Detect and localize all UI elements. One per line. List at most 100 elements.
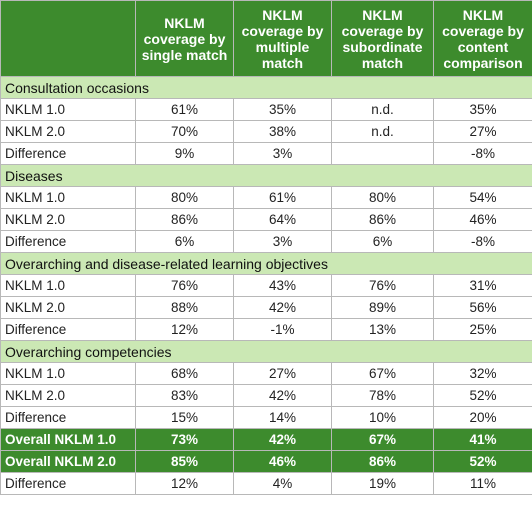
cell-subordinate-match: 86% <box>331 208 434 231</box>
final-difference-row: Difference 12% 4% 19% 11% <box>0 472 532 495</box>
table-row: NKLM 1.0 76% 43% 76% 31% <box>0 274 532 297</box>
cell-subordinate-match: 10% <box>331 406 434 429</box>
section-row-overarching-competencies: Overarching competencies <box>0 340 532 363</box>
cell-content-comparison: 35% <box>433 98 532 121</box>
cell-single-match: 76% <box>135 274 234 297</box>
cell-multiple-match: 3% <box>233 142 332 165</box>
row-label: NKLM 2.0 <box>0 120 136 143</box>
cell-subordinate-match: 76% <box>331 274 434 297</box>
cell-subordinate-match: 67% <box>331 428 434 451</box>
cell-content-comparison: -8% <box>433 230 532 253</box>
overall-row-nklm-2: Overall NKLM 2.0 85% 46% 86% 52% <box>0 450 532 473</box>
cell-multiple-match: -1% <box>233 318 332 341</box>
cell-subordinate-match: 89% <box>331 296 434 319</box>
row-label: NKLM 2.0 <box>0 384 136 407</box>
cell-subordinate-match: 6% <box>331 230 434 253</box>
cell-multiple-match: 14% <box>233 406 332 429</box>
table-row: NKLM 1.0 80% 61% 80% 54% <box>0 186 532 209</box>
cell-single-match: 6% <box>135 230 234 253</box>
row-label: Difference <box>0 472 136 495</box>
cell-subordinate-match: 86% <box>331 450 434 473</box>
cell-single-match: 15% <box>135 406 234 429</box>
table-row: NKLM 1.0 68% 27% 67% 32% <box>0 362 532 385</box>
cell-single-match: 88% <box>135 296 234 319</box>
cell-single-match: 68% <box>135 362 234 385</box>
table-row: NKLM 2.0 86% 64% 86% 46% <box>0 208 532 231</box>
row-label: Overall NKLM 1.0 <box>0 428 136 451</box>
header-single-match: NKLM coverage by single match <box>135 0 234 77</box>
table-header: NKLM coverage by single match NKLM cover… <box>0 0 532 77</box>
cell-single-match: 86% <box>135 208 234 231</box>
section-row-learning-objectives: Overarching and disease-related learning… <box>0 252 532 275</box>
cell-multiple-match: 61% <box>233 186 332 209</box>
cell-single-match: 9% <box>135 142 234 165</box>
cell-content-comparison: -8% <box>433 142 532 165</box>
cell-single-match: 12% <box>135 472 234 495</box>
cell-multiple-match: 42% <box>233 384 332 407</box>
cell-single-match: 85% <box>135 450 234 473</box>
cell-multiple-match: 42% <box>233 428 332 451</box>
section-title: Overarching and disease-related learning… <box>0 252 532 275</box>
cell-subordinate-match: n.d. <box>331 120 434 143</box>
cell-single-match: 61% <box>135 98 234 121</box>
row-label: NKLM 1.0 <box>0 362 136 385</box>
cell-multiple-match: 38% <box>233 120 332 143</box>
cell-subordinate-match: n.d. <box>331 98 434 121</box>
cell-single-match: 70% <box>135 120 234 143</box>
row-label: NKLM 1.0 <box>0 274 136 297</box>
header-cell-empty <box>0 0 136 77</box>
overall-row-nklm-1: Overall NKLM 1.0 73% 42% 67% 41% <box>0 428 532 451</box>
cell-multiple-match: 35% <box>233 98 332 121</box>
section-row-consultation-occasions: Consultation occasions <box>0 76 532 99</box>
table-row: Difference 9% 3% -8% <box>0 142 532 165</box>
header-multiple-match: NKLM coverage by multiple match <box>233 0 332 77</box>
header-content-comparison: NKLM coverage by content comparison <box>433 0 532 77</box>
cell-content-comparison: 54% <box>433 186 532 209</box>
cell-subordinate-match: 80% <box>331 186 434 209</box>
cell-single-match: 73% <box>135 428 234 451</box>
row-label: NKLM 1.0 <box>0 186 136 209</box>
cell-content-comparison: 25% <box>433 318 532 341</box>
cell-content-comparison: 52% <box>433 450 532 473</box>
row-label: Difference <box>0 318 136 341</box>
section-title: Diseases <box>0 164 532 187</box>
cell-content-comparison: 46% <box>433 208 532 231</box>
cell-content-comparison: 11% <box>433 472 532 495</box>
row-label: Difference <box>0 142 136 165</box>
table-row: NKLM 2.0 88% 42% 89% 56% <box>0 296 532 319</box>
header-row: NKLM coverage by single match NKLM cover… <box>0 0 532 77</box>
cell-multiple-match: 43% <box>233 274 332 297</box>
table-row: NKLM 1.0 61% 35% n.d. 35% <box>0 98 532 121</box>
cell-subordinate-match: 78% <box>331 384 434 407</box>
table-row: NKLM 2.0 70% 38% n.d. 27% <box>0 120 532 143</box>
row-label: NKLM 2.0 <box>0 296 136 319</box>
cell-multiple-match: 3% <box>233 230 332 253</box>
cell-content-comparison: 31% <box>433 274 532 297</box>
row-label: Overall NKLM 2.0 <box>0 450 136 473</box>
cell-content-comparison: 56% <box>433 296 532 319</box>
section-title: Consultation occasions <box>0 76 532 99</box>
cell-content-comparison: 32% <box>433 362 532 385</box>
header-subordinate-match: NKLM coverage by subordinate match <box>331 0 434 77</box>
cell-multiple-match: 27% <box>233 362 332 385</box>
row-label: NKLM 2.0 <box>0 208 136 231</box>
row-label: Difference <box>0 230 136 253</box>
table-row: Difference 6% 3% 6% -8% <box>0 230 532 253</box>
cell-single-match: 83% <box>135 384 234 407</box>
cell-content-comparison: 20% <box>433 406 532 429</box>
cell-multiple-match: 42% <box>233 296 332 319</box>
cell-subordinate-match: 13% <box>331 318 434 341</box>
row-label: Difference <box>0 406 136 429</box>
cell-subordinate-match <box>331 142 434 165</box>
section-row-diseases: Diseases <box>0 164 532 187</box>
cell-content-comparison: 41% <box>433 428 532 451</box>
cell-multiple-match: 46% <box>233 450 332 473</box>
coverage-table: NKLM coverage by single match NKLM cover… <box>0 0 532 495</box>
table-row: Difference 12% -1% 13% 25% <box>0 318 532 341</box>
cell-content-comparison: 52% <box>433 384 532 407</box>
cell-subordinate-match: 19% <box>331 472 434 495</box>
cell-single-match: 12% <box>135 318 234 341</box>
cell-multiple-match: 4% <box>233 472 332 495</box>
table-row: Difference 15% 14% 10% 20% <box>0 406 532 429</box>
cell-subordinate-match: 67% <box>331 362 434 385</box>
